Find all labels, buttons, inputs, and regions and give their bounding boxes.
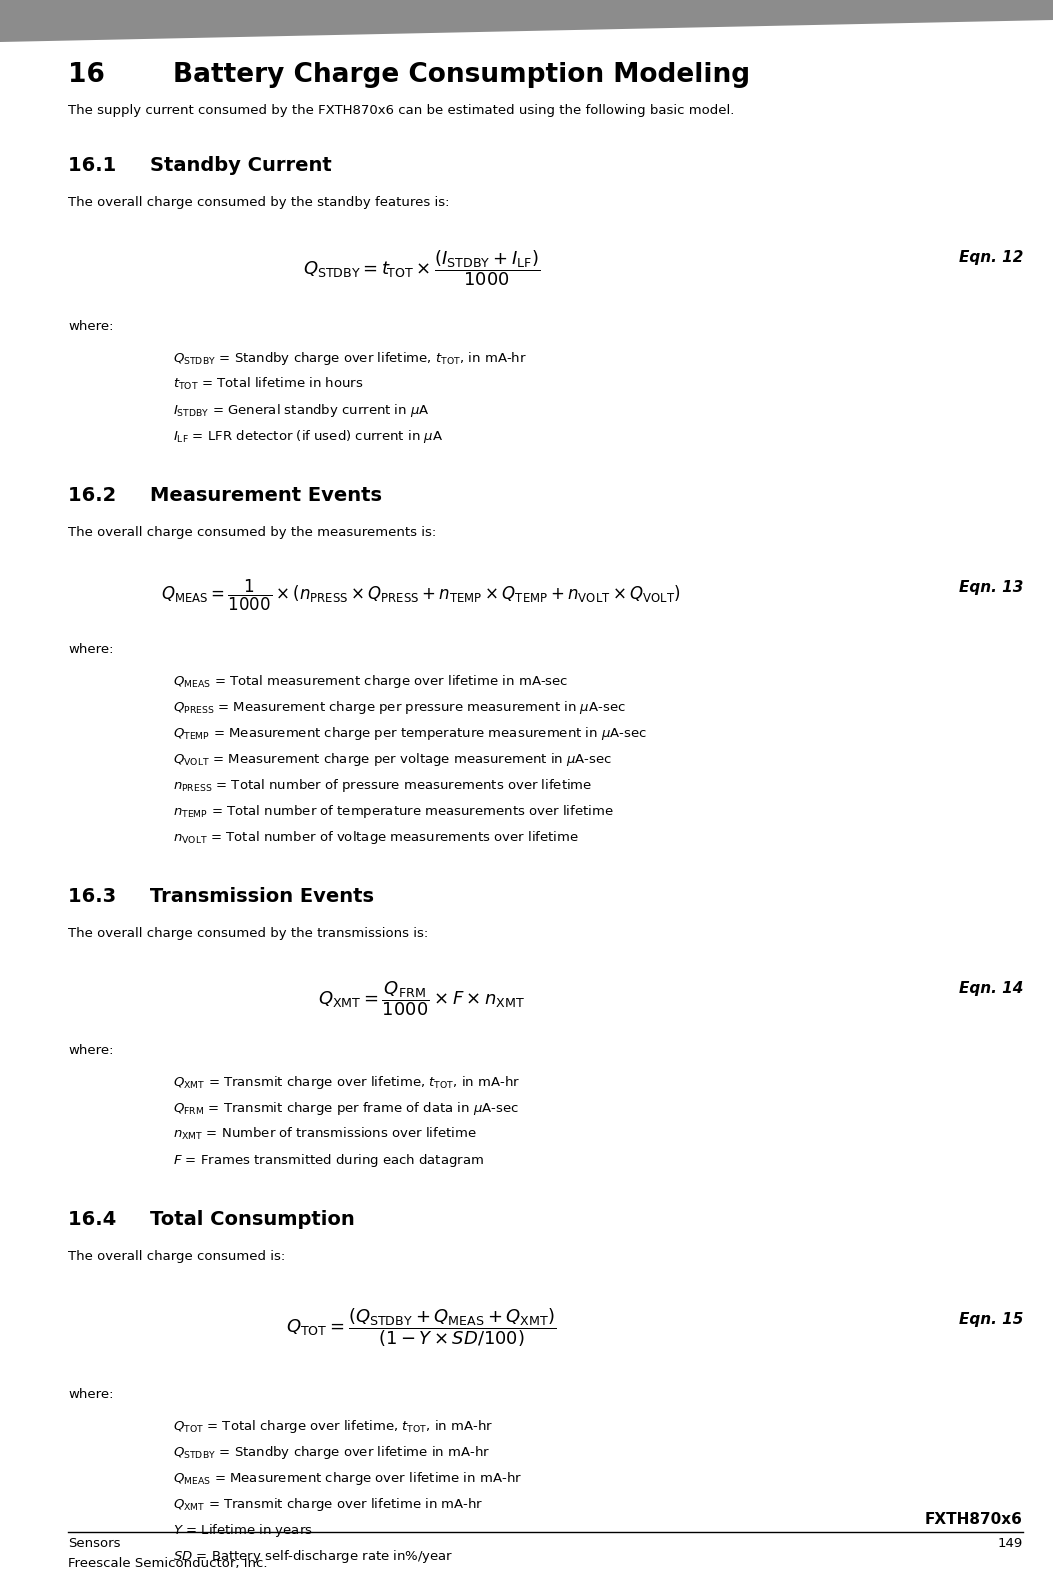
Text: $Q_{\mathrm{MEAS}}$ = Total measurement charge over lifetime in mA-sec: $Q_{\mathrm{MEAS}}$ = Total measurement … (173, 673, 569, 690)
Text: $Q_{\mathrm{XMT}} = \dfrac{Q_{\mathrm{FRM}}}{1000} \times F \times n_{\mathrm{XM: $Q_{\mathrm{XMT}} = \dfrac{Q_{\mathrm{FR… (318, 979, 524, 1017)
Text: $Q_{\mathrm{PRESS}}$ = Measurement charge per pressure measurement in $\mu$A-sec: $Q_{\mathrm{PRESS}}$ = Measurement charg… (173, 700, 625, 715)
Text: Battery Charge Consumption Modeling: Battery Charge Consumption Modeling (173, 61, 750, 88)
Text: $Q_{\mathrm{TOT}} = \dfrac{(Q_{\mathrm{STDBY}}+Q_{\mathrm{MEAS}}+Q_{\mathrm{XMT}: $Q_{\mathrm{TOT}} = \dfrac{(Q_{\mathrm{S… (285, 1306, 557, 1349)
Text: where:: where: (68, 1044, 114, 1056)
Text: $n_{\mathrm{XMT}}$ = Number of transmissions over lifetime: $n_{\mathrm{XMT}}$ = Number of transmiss… (173, 1126, 477, 1143)
Text: $Q_{\mathrm{STDBY}}$ = Standby charge over lifetime in mA-hr: $Q_{\mathrm{STDBY}}$ = Standby charge ov… (173, 1445, 490, 1460)
Text: $Q_{\mathrm{XMT}}$ = Transmit charge over lifetime, $t_{\mathrm{TOT}}$, in mA-hr: $Q_{\mathrm{XMT}}$ = Transmit charge ove… (173, 1074, 520, 1091)
Text: where:: where: (68, 643, 114, 656)
Text: 16.4     Total Consumption: 16.4 Total Consumption (68, 1210, 355, 1229)
Text: $Q_{\mathrm{STDBY}} = t_{\!\mathrm{TOT}} \times \dfrac{(I_{\mathrm{STDBY}}+I_{\m: $Q_{\mathrm{STDBY}} = t_{\!\mathrm{TOT}}… (302, 248, 540, 288)
Text: Eqn. 12: Eqn. 12 (958, 250, 1024, 266)
Text: The overall charge consumed is:: The overall charge consumed is: (68, 1250, 285, 1262)
Text: The supply current consumed by the FXTH870x6 can be estimated using the followin: The supply current consumed by the FXTH8… (68, 104, 734, 116)
Text: $Q_{\mathrm{MEAS}}$ = Measurement charge over lifetime in mA-hr: $Q_{\mathrm{MEAS}}$ = Measurement charge… (173, 1470, 522, 1487)
Text: $t_{\mathrm{TOT}}$ = Total lifetime in hours: $t_{\mathrm{TOT}}$ = Total lifetime in h… (173, 376, 363, 391)
Text: $Q_{\mathrm{XMT}}$ = Transmit charge over lifetime in mA-hr: $Q_{\mathrm{XMT}}$ = Transmit charge ove… (173, 1497, 483, 1512)
Text: Eqn. 13: Eqn. 13 (958, 580, 1024, 596)
Text: Eqn. 15: Eqn. 15 (958, 1313, 1024, 1327)
Text: $n_{\mathrm{VOLT}}$ = Total number of voltage measurements over lifetime: $n_{\mathrm{VOLT}}$ = Total number of vo… (173, 828, 579, 846)
Text: $n_{\mathrm{TEMP}}$ = Total number of temperature measurements over lifetime: $n_{\mathrm{TEMP}}$ = Total number of te… (173, 803, 614, 821)
Text: $Q_{\mathrm{TOT}}$ = Total charge over lifetime, $t_{\mathrm{TOT}}$, in mA-hr: $Q_{\mathrm{TOT}}$ = Total charge over l… (173, 1418, 493, 1435)
Text: $n_{\mathrm{PRESS}}$ = Total number of pressure measurements over lifetime: $n_{\mathrm{PRESS}}$ = Total number of p… (173, 777, 593, 794)
Text: $I_{\mathrm{LF}}$ = LFR detector (if used) current in $\mu$A: $I_{\mathrm{LF}}$ = LFR detector (if use… (173, 428, 443, 445)
Text: FXTH870x6: FXTH870x6 (926, 1512, 1024, 1526)
Text: $F$ = Frames transmitted during each datagram: $F$ = Frames transmitted during each dat… (173, 1152, 484, 1170)
Text: 149: 149 (998, 1537, 1024, 1550)
Text: Eqn. 14: Eqn. 14 (958, 981, 1024, 997)
Text: $Q_{\mathrm{FRM}}$ = Transmit charge per frame of data in $\mu$A-sec: $Q_{\mathrm{FRM}}$ = Transmit charge per… (173, 1100, 519, 1118)
Text: $SD$ = Battery self-discharge rate in%/year: $SD$ = Battery self-discharge rate in%/y… (173, 1548, 454, 1566)
Text: 16.3     Transmission Events: 16.3 Transmission Events (68, 887, 374, 905)
Text: 16: 16 (68, 61, 105, 88)
Text: $Q_{\mathrm{STDBY}}$ = Standby charge over lifetime, $t_{\mathrm{TOT}}$, in mA-h: $Q_{\mathrm{STDBY}}$ = Standby charge ov… (173, 351, 526, 366)
Text: $Y$ = Lifetime in years: $Y$ = Lifetime in years (173, 1522, 313, 1539)
Text: $Q_{\mathrm{TEMP}}$ = Measurement charge per temperature measurement in $\mu$A-s: $Q_{\mathrm{TEMP}}$ = Measurement charge… (173, 725, 647, 742)
Text: where:: where: (68, 321, 114, 333)
Text: The overall charge consumed by the standby features is:: The overall charge consumed by the stand… (68, 196, 450, 209)
Text: Sensors: Sensors (68, 1537, 120, 1550)
Text: 16.1     Standby Current: 16.1 Standby Current (68, 156, 332, 174)
Text: $I_{\mathrm{STDBY}}$ = General standby current in $\mu$A: $I_{\mathrm{STDBY}}$ = General standby c… (173, 402, 430, 420)
Text: The overall charge consumed by the measurements is:: The overall charge consumed by the measu… (68, 527, 436, 539)
Polygon shape (0, 0, 1053, 42)
Text: where:: where: (68, 1388, 114, 1401)
Text: $Q_{\mathrm{MEAS}} = \dfrac{1}{1000} \times (n_{\mathrm{PRESS}} \times Q_{\mathr: $Q_{\mathrm{MEAS}} = \dfrac{1}{1000} \ti… (161, 578, 681, 613)
Text: $Q_{\mathrm{VOLT}}$ = Measurement charge per voltage measurement in $\mu$A-sec: $Q_{\mathrm{VOLT}}$ = Measurement charge… (173, 751, 612, 769)
Text: Freescale Semiconductor, Inc.: Freescale Semiconductor, Inc. (68, 1556, 267, 1570)
Text: The overall charge consumed by the transmissions is:: The overall charge consumed by the trans… (68, 927, 429, 940)
Text: 16.2     Measurement Events: 16.2 Measurement Events (68, 486, 382, 505)
